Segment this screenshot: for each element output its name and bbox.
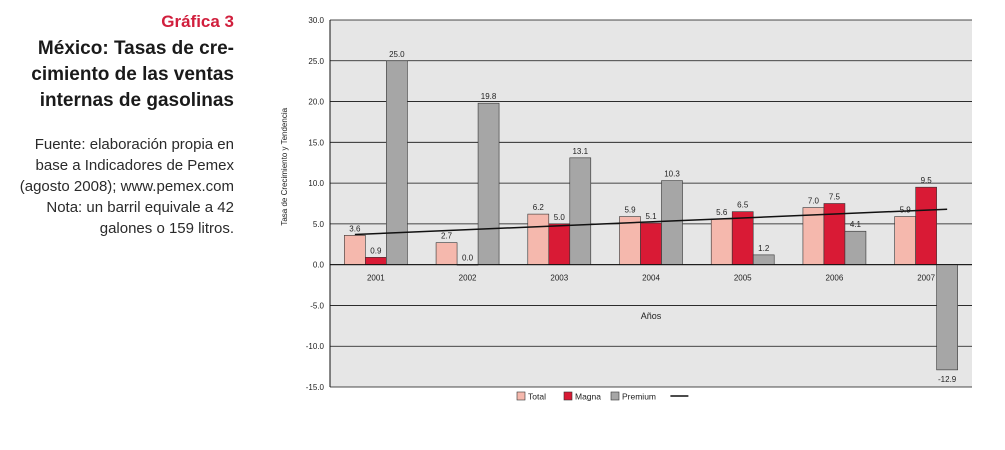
legend-label: Total xyxy=(528,392,546,402)
source-line: Fuente: elaboración propia en xyxy=(34,136,234,153)
figure-label: Gráfica 3 xyxy=(161,12,234,31)
x-tick-label: 2005 xyxy=(734,274,752,283)
legend-label: Premium xyxy=(622,392,656,402)
bar-total xyxy=(344,235,366,265)
data-label: 7.5 xyxy=(829,193,841,202)
data-label: 6.5 xyxy=(737,201,749,210)
data-label: 5.1 xyxy=(645,212,657,221)
data-label: 10.3 xyxy=(664,170,680,179)
figure-source-note: Fuente: elaboración propia en base a Ind… xyxy=(0,134,234,239)
bar-premium xyxy=(386,60,408,265)
bar-premium xyxy=(936,264,958,371)
data-label: 1.2 xyxy=(758,244,770,253)
bar-total xyxy=(527,213,550,265)
x-tick-label: 2002 xyxy=(459,274,477,283)
data-label: 5.0 xyxy=(554,213,566,222)
data-label: 0.9 xyxy=(370,246,382,255)
trend-line xyxy=(354,208,948,236)
legend: Total Magna Premium xyxy=(516,391,689,402)
data-label: 25.0 xyxy=(389,50,405,59)
source-line: Nota: un barril equivale a 42 xyxy=(46,199,234,216)
data-label: 7.0 xyxy=(808,197,820,206)
bar-magna xyxy=(548,223,571,265)
bar-total xyxy=(894,216,916,265)
legend-swatch-total xyxy=(516,391,526,401)
bar-premium xyxy=(844,230,867,265)
legend-swatch-premium xyxy=(610,391,620,401)
bar-premium xyxy=(569,157,592,265)
bar-premium xyxy=(477,102,500,265)
y-tick-label: 30.0 xyxy=(308,16,324,25)
y-tick-label: -15.0 xyxy=(306,383,325,392)
figure-title: México: Tasas de cre- cimiento de las ve… xyxy=(0,36,234,114)
data-label: 6.2 xyxy=(533,203,545,212)
bar-total xyxy=(435,242,458,265)
y-tick-label: 10.0 xyxy=(308,179,324,188)
x-tick-label: 2003 xyxy=(550,274,568,283)
legend-swatch-magna xyxy=(563,391,573,401)
bar-premium xyxy=(661,180,683,265)
data-label: 0.0 xyxy=(462,254,474,263)
bar-magna xyxy=(823,203,846,265)
plot-area xyxy=(330,20,972,387)
bar-magna xyxy=(365,257,387,265)
data-label: 19.8 xyxy=(481,92,497,101)
data-label: 3.6 xyxy=(349,224,361,233)
data-label: 9.5 xyxy=(921,176,933,185)
figure-title-line: México: Tasas de cre- xyxy=(37,38,234,59)
x-tick-label: 2004 xyxy=(642,274,660,283)
figure-title-line: internas de gasolinas xyxy=(39,90,234,111)
data-label: 4.1 xyxy=(850,220,862,229)
data-label: -12.9 xyxy=(938,375,957,384)
data-label: 5.6 xyxy=(716,208,728,217)
bars xyxy=(344,60,958,371)
bar-total xyxy=(710,218,733,265)
y-tick-label: 20.0 xyxy=(308,98,324,107)
x-tick-label: 2001 xyxy=(367,274,385,283)
figure-caption: Gráfica 3 México: Tasas de cre- cimiento… xyxy=(0,12,234,239)
x-tick-label: 2006 xyxy=(826,274,844,283)
y-axis: 30.0 25.0 20.0 15.0 10.0 5.0 0.0 -5.0 -10.0 -15.0 xyxy=(306,16,331,392)
sales-growth-chart: 30.0 25.0 20.0 15.0 10.0 5.0 0.0 -5.0 -10.0 -15.0… xyxy=(280,16,972,402)
data-label: 5.9 xyxy=(624,206,636,215)
data-label: 2.7 xyxy=(441,232,453,241)
y-tick-label: -5.0 xyxy=(310,301,324,310)
y-tick-label: 15.0 xyxy=(308,138,324,147)
x-axis: 2001 2002 2003 2004 2005 2006 2007 xyxy=(330,264,972,283)
figure-title-line: cimiento de las ventas xyxy=(31,64,234,85)
y-tick-label: 5.0 xyxy=(313,220,325,229)
bar-total xyxy=(802,207,825,265)
legend-label: Magna xyxy=(575,392,601,402)
source-line: base a Indicadores de Pemex xyxy=(35,157,234,174)
x-axis-label: Años xyxy=(641,311,662,321)
y-axis-label: Tasa de Crecimiento y Tendencia xyxy=(280,107,289,225)
source-line: galones o 159 litros. xyxy=(99,220,234,237)
y-tick-label: 25.0 xyxy=(308,57,324,66)
y-tick-label: -10.0 xyxy=(306,342,325,351)
bar-magna xyxy=(640,222,662,265)
bar-magna xyxy=(731,211,754,265)
y-tick-label: 0.0 xyxy=(313,261,325,270)
bar-magna xyxy=(915,186,937,265)
data-label: 5.9 xyxy=(900,206,912,215)
data-labels: 3.6 0.9 25.0 2.7 0.0 19.8 6.2 5.0 13.1 5.9 5.1 10.3… xyxy=(349,50,957,384)
x-tick-label: 2007 xyxy=(917,274,935,283)
source-line: (agosto 2008); www.pemex.com xyxy=(19,178,234,195)
data-label: 13.1 xyxy=(572,147,588,156)
bar-premium xyxy=(752,254,775,265)
